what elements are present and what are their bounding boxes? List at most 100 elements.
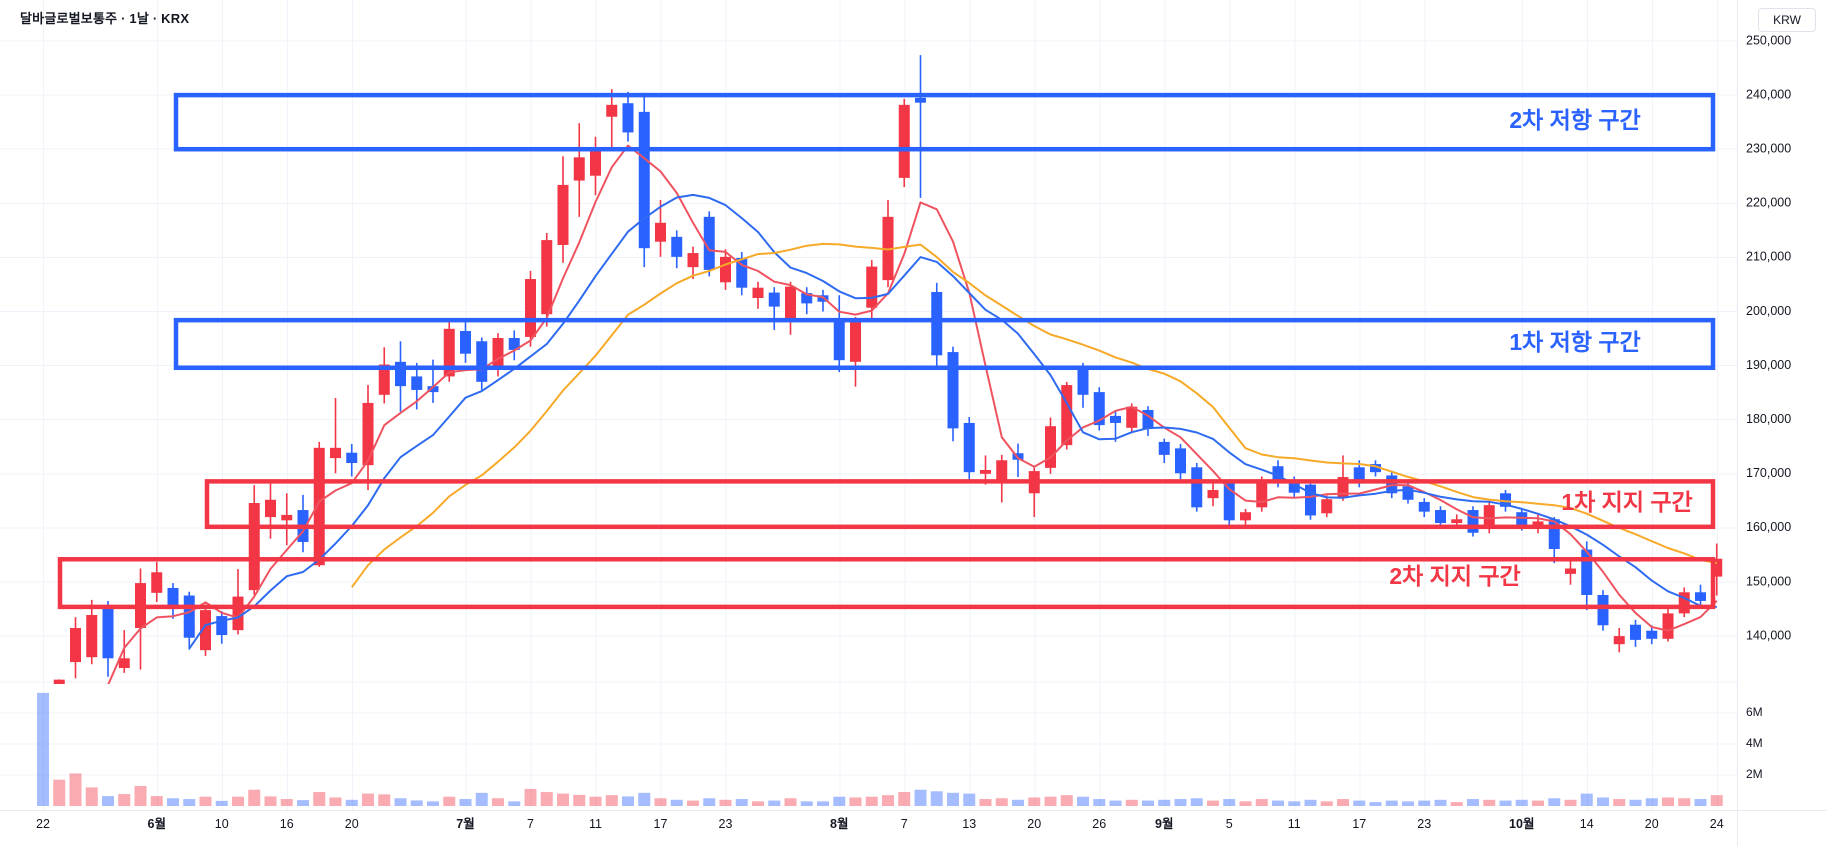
- volume-bar[interactable]: [1223, 799, 1236, 806]
- zone-support-1[interactable]: 1차 지지 구간: [204, 479, 1716, 530]
- volume-bar[interactable]: [1418, 800, 1431, 806]
- candle[interactable]: [1126, 403, 1138, 434]
- volume-bar[interactable]: [248, 789, 261, 806]
- volume-bar[interactable]: [280, 799, 293, 806]
- candle[interactable]: [963, 416, 975, 482]
- candle[interactable]: [996, 454, 1008, 503]
- volume-bar[interactable]: [914, 789, 927, 806]
- volume-bar[interactable]: [1597, 797, 1609, 806]
- candles[interactable]: [38, 55, 1723, 846]
- candle[interactable]: [638, 92, 650, 268]
- volume-bars[interactable]: [37, 692, 1723, 806]
- volume-bar[interactable]: [1580, 793, 1593, 806]
- volume-bar[interactable]: [215, 800, 228, 806]
- volume-bar[interactable]: [605, 795, 618, 806]
- volume-bar[interactable]: [1142, 800, 1154, 806]
- volume-bar[interactable]: [134, 786, 147, 806]
- volume-bar[interactable]: [800, 801, 813, 806]
- zone-resistance-2[interactable]: 2차 저항 구간: [173, 92, 1716, 152]
- candle[interactable]: [508, 330, 520, 361]
- volume-bar[interactable]: [865, 796, 878, 806]
- volume-bar[interactable]: [53, 779, 66, 806]
- volume-bar[interactable]: [1272, 800, 1284, 806]
- volume-bar[interactable]: [232, 796, 244, 806]
- volume-bar[interactable]: [1629, 799, 1642, 806]
- volume-bar[interactable]: [378, 794, 391, 806]
- volume-bar[interactable]: [589, 796, 602, 806]
- volume-bar[interactable]: [1369, 802, 1382, 806]
- candle[interactable]: [86, 599, 98, 665]
- volume-bar[interactable]: [362, 793, 374, 806]
- volume-bar[interactable]: [427, 801, 439, 806]
- volume-bar[interactable]: [1077, 796, 1089, 806]
- volume-bar[interactable]: [622, 796, 634, 806]
- candle[interactable]: [1158, 438, 1170, 463]
- candle[interactable]: [541, 233, 553, 327]
- volume-bar[interactable]: [898, 792, 911, 806]
- volume-bar[interactable]: [1662, 797, 1674, 806]
- volume-bar[interactable]: [752, 801, 764, 806]
- candle[interactable]: [1191, 462, 1203, 512]
- volume-bar[interactable]: [557, 793, 569, 806]
- volume-bar[interactable]: [1434, 799, 1447, 806]
- candle[interactable]: [898, 98, 910, 188]
- volume-bar[interactable]: [1532, 800, 1544, 806]
- volume-bar[interactable]: [1109, 800, 1122, 806]
- volume-bar[interactable]: [167, 798, 179, 806]
- volume-bar[interactable]: [183, 799, 196, 806]
- candle[interactable]: [752, 281, 764, 309]
- volume-bar[interactable]: [1239, 801, 1252, 806]
- volume-bar[interactable]: [1337, 799, 1349, 806]
- candle[interactable]: [573, 123, 585, 217]
- candle[interactable]: [1077, 362, 1089, 408]
- candle[interactable]: [313, 441, 325, 567]
- volume-bar[interactable]: [768, 800, 781, 806]
- candle[interactable]: [1175, 444, 1186, 480]
- volume-bar[interactable]: [1385, 800, 1398, 806]
- volume-bar[interactable]: [118, 794, 131, 806]
- candle[interactable]: [1045, 417, 1056, 474]
- volume-bar[interactable]: [150, 796, 163, 806]
- volume-bar[interactable]: [1288, 801, 1301, 806]
- candle[interactable]: [135, 568, 146, 670]
- candle[interactable]: [1646, 625, 1658, 645]
- candle[interactable]: [671, 230, 683, 269]
- candle[interactable]: [53, 679, 65, 846]
- volume-bar[interactable]: [1483, 799, 1496, 806]
- volume-bar[interactable]: [69, 773, 82, 806]
- candle[interactable]: [151, 561, 163, 603]
- candle[interactable]: [460, 317, 471, 363]
- volume-bar[interactable]: [1402, 801, 1414, 806]
- candle[interactable]: [346, 444, 358, 477]
- candle[interactable]: [655, 200, 666, 257]
- volume-bar[interactable]: [654, 798, 667, 806]
- candle[interactable]: [248, 485, 260, 595]
- candle[interactable]: [768, 287, 780, 330]
- volume-bar[interactable]: [1467, 799, 1479, 806]
- candle[interactable]: [1695, 584, 1706, 607]
- candle[interactable]: [606, 89, 618, 150]
- volume-bar[interactable]: [540, 792, 553, 806]
- volume-bar[interactable]: [1678, 798, 1691, 806]
- volume-bar[interactable]: [1613, 799, 1626, 806]
- candle[interactable]: [1435, 506, 1446, 528]
- candle[interactable]: [216, 611, 228, 644]
- volume-bar[interactable]: [1044, 796, 1057, 806]
- candle[interactable]: [931, 282, 943, 370]
- candle[interactable]: [1662, 609, 1674, 642]
- volume-bar[interactable]: [1353, 800, 1366, 806]
- candle[interactable]: [395, 341, 406, 412]
- volume-bar[interactable]: [670, 799, 683, 806]
- candle[interactable]: [833, 295, 845, 373]
- candle[interactable]: [1061, 381, 1073, 450]
- candle[interactable]: [1418, 498, 1430, 518]
- volume-bar[interactable]: [443, 796, 456, 806]
- volume-bar[interactable]: [508, 801, 521, 806]
- volume-bar[interactable]: [394, 798, 407, 806]
- candle[interactable]: [1240, 508, 1251, 527]
- volume-bar[interactable]: [703, 798, 716, 806]
- time-axis[interactable]: 22 6월 10 16 20 7월 7 11 17 23 8월 7 13 20 26 9월 5 11 17 23 10월…: [36, 816, 1724, 831]
- candle[interactable]: [1370, 460, 1381, 477]
- candle[interactable]: [687, 246, 699, 280]
